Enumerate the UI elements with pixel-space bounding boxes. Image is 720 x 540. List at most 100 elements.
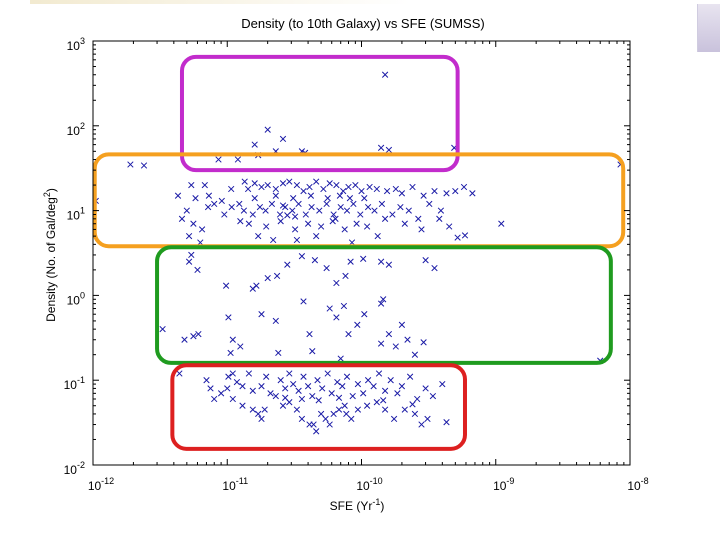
data-point	[452, 187, 459, 195]
data-point	[409, 401, 416, 408]
data-point	[227, 349, 234, 357]
data-point	[328, 390, 335, 397]
data-point	[306, 183, 313, 191]
data-point	[233, 378, 241, 386]
data-point	[239, 383, 246, 390]
data-point	[315, 397, 322, 404]
data-point	[276, 211, 284, 218]
data-point	[298, 253, 306, 260]
data-point	[267, 390, 274, 397]
data-point	[306, 330, 313, 338]
data-point	[311, 257, 319, 264]
data-point	[228, 203, 235, 211]
x-tick-label: 10-8	[627, 476, 648, 493]
data-point	[326, 180, 333, 187]
highlight-regions	[92, 54, 626, 451]
data-point	[398, 321, 406, 328]
data-point	[255, 410, 262, 418]
data-point	[364, 203, 372, 211]
data-point	[392, 343, 399, 350]
y-tick-label: 101	[67, 206, 85, 223]
data-point	[353, 220, 360, 227]
data-point	[319, 385, 326, 392]
data-point	[190, 220, 197, 227]
data-point	[339, 383, 346, 390]
data-point	[185, 232, 193, 240]
data-point	[404, 336, 411, 343]
data-point	[174, 192, 182, 199]
data-point	[349, 392, 356, 400]
data-point	[298, 415, 306, 423]
data-point	[333, 314, 340, 321]
data-point	[343, 373, 351, 380]
data-point	[295, 387, 302, 394]
data-point	[424, 415, 431, 423]
data-point	[279, 135, 287, 143]
data-point	[323, 200, 330, 208]
data-point	[332, 215, 339, 222]
data-point	[418, 421, 425, 428]
data-point	[313, 232, 320, 240]
data-point	[350, 200, 357, 208]
data-point	[398, 190, 406, 197]
data-point	[229, 370, 236, 377]
data-point	[330, 211, 337, 218]
data-point	[258, 183, 265, 191]
data-point	[225, 314, 232, 321]
data-point	[377, 144, 385, 151]
data-point	[317, 410, 325, 418]
data-point	[375, 370, 383, 377]
data-point	[313, 178, 320, 185]
data-point	[183, 207, 190, 214]
data-point	[380, 296, 387, 303]
data-point	[181, 336, 188, 343]
data-point	[263, 223, 270, 230]
data-point	[340, 187, 347, 195]
data-point	[277, 377, 284, 384]
data-point	[293, 406, 301, 413]
data-point	[426, 200, 433, 208]
data-point	[358, 187, 365, 195]
data-point	[320, 185, 327, 193]
data-point	[317, 223, 325, 230]
data-point	[323, 264, 330, 272]
data-point	[218, 197, 225, 205]
data-point	[381, 215, 389, 222]
data-point	[188, 181, 195, 189]
chart-title: Density (to 10th Galaxy) vs SFE (SUMSS)	[241, 16, 484, 31]
data-point	[361, 311, 368, 318]
data-point	[277, 218, 284, 225]
data-point	[460, 183, 468, 191]
data-point	[370, 383, 377, 390]
data-point	[262, 207, 269, 214]
data-point	[198, 226, 206, 233]
data-point	[360, 390, 367, 397]
data-point	[378, 200, 386, 208]
data-point	[295, 200, 302, 208]
data-point	[443, 190, 450, 197]
data-point	[251, 141, 258, 148]
highlight-region-very-high-density	[179, 54, 460, 173]
data-point	[279, 180, 287, 187]
data-point	[300, 298, 307, 305]
data-point	[446, 223, 453, 230]
data-point	[498, 220, 505, 227]
data-point	[258, 383, 265, 390]
data-point	[392, 185, 399, 193]
data-point	[401, 406, 408, 413]
data-point	[309, 348, 316, 355]
data-point	[346, 195, 354, 202]
data-point	[341, 226, 348, 233]
data-point	[337, 355, 344, 362]
data-point	[411, 351, 419, 358]
data-point	[422, 257, 429, 264]
data-point	[244, 185, 252, 193]
data-point	[222, 282, 230, 289]
data-point	[454, 234, 461, 241]
data-point	[224, 385, 231, 392]
data-point	[333, 279, 340, 287]
data-point	[258, 415, 265, 423]
data-point	[253, 282, 260, 289]
data-point	[377, 258, 385, 265]
data-point	[302, 211, 309, 218]
